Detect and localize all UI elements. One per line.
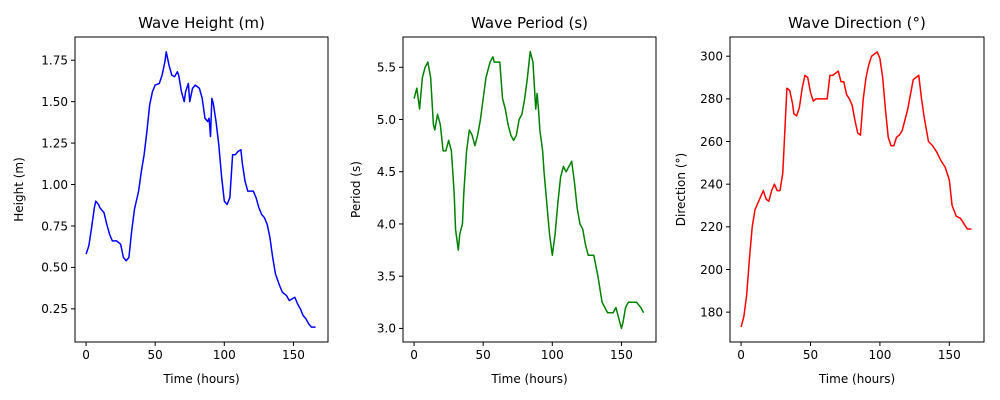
direction-y-tick-label: 220 [700, 220, 723, 234]
direction-axes-frame [729, 36, 985, 343]
direction-chart-title: Wave Direction (°) [788, 14, 926, 32]
height-y-tick-label: 1.25 [41, 136, 68, 150]
period-chart-title: Wave Period (s) [471, 14, 588, 32]
period-x-tick-label: 150 [610, 348, 633, 362]
period-y-tick-label: 5.5 [377, 61, 396, 75]
direction-y-tick-label: 280 [700, 92, 723, 106]
height-y-tick-label: 1.00 [41, 178, 68, 192]
period-series-line [413, 50, 645, 330]
height-y-tick-label: 1.75 [41, 54, 68, 68]
direction-y-tick-label: 300 [700, 49, 723, 63]
period-axes-frame [402, 36, 657, 343]
height-y-axis-label: Height (m) [12, 157, 26, 222]
height-y-tick-label: 1.50 [41, 95, 68, 109]
height-series-line [85, 51, 316, 328]
wave-period-panel: Wave Period (s) 0 50 100 150 3.0 3.5 4.0 4.5 5.0 5… [349, 14, 657, 386]
direction-x-tick-label: 150 [938, 348, 961, 362]
direction-series-line [740, 51, 972, 328]
period-y-tick-label: 4.5 [377, 165, 396, 179]
height-y-tick-label: 0.25 [41, 302, 68, 316]
period-x-tick-label: 50 [476, 348, 491, 362]
height-y-tick-label: 0.75 [41, 219, 68, 233]
height-x-tick-label: 100 [213, 348, 236, 362]
height-axes-frame [74, 36, 329, 343]
period-x-tick-label: 100 [541, 348, 564, 362]
period-y-axis-label: Period (s) [349, 161, 363, 218]
period-y-tick-label: 5.0 [377, 113, 396, 127]
height-x-tick-label: 0 [82, 348, 90, 362]
period-x-tick-label: 0 [410, 348, 418, 362]
period-y-tick-label: 3.5 [377, 269, 396, 283]
direction-y-axis-label: Direction (°) [674, 153, 688, 226]
direction-x-tick-label: 50 [803, 348, 818, 362]
direction-x-axis-label: Time (hours) [818, 372, 895, 386]
wave-height-panel: Wave Height (m) 0 50 100 150 0.25 0.50 0.75 1.00… [12, 14, 329, 386]
period-y-tick-label: 3.0 [377, 322, 396, 336]
height-chart-title: Wave Height (m) [138, 14, 265, 32]
wave-direction-panel: Wave Direction (°) 0 50 100 150 180 200 220 240 2… [674, 14, 985, 386]
direction-y-tick-label: 180 [700, 305, 723, 319]
height-x-tick-label: 150 [282, 348, 305, 362]
direction-y-tick-label: 200 [700, 263, 723, 277]
direction-x-tick-label: 0 [737, 348, 745, 362]
height-x-axis-label: Time (hours) [162, 372, 239, 386]
height-x-tick-label: 50 [148, 348, 163, 362]
period-y-tick-label: 4.0 [377, 217, 396, 231]
direction-x-tick-label: 100 [868, 348, 891, 362]
period-x-axis-label: Time (hours) [490, 372, 567, 386]
direction-y-tick-label: 240 [700, 177, 723, 191]
height-y-tick-label: 0.50 [41, 261, 68, 275]
direction-y-tick-label: 260 [700, 135, 723, 149]
